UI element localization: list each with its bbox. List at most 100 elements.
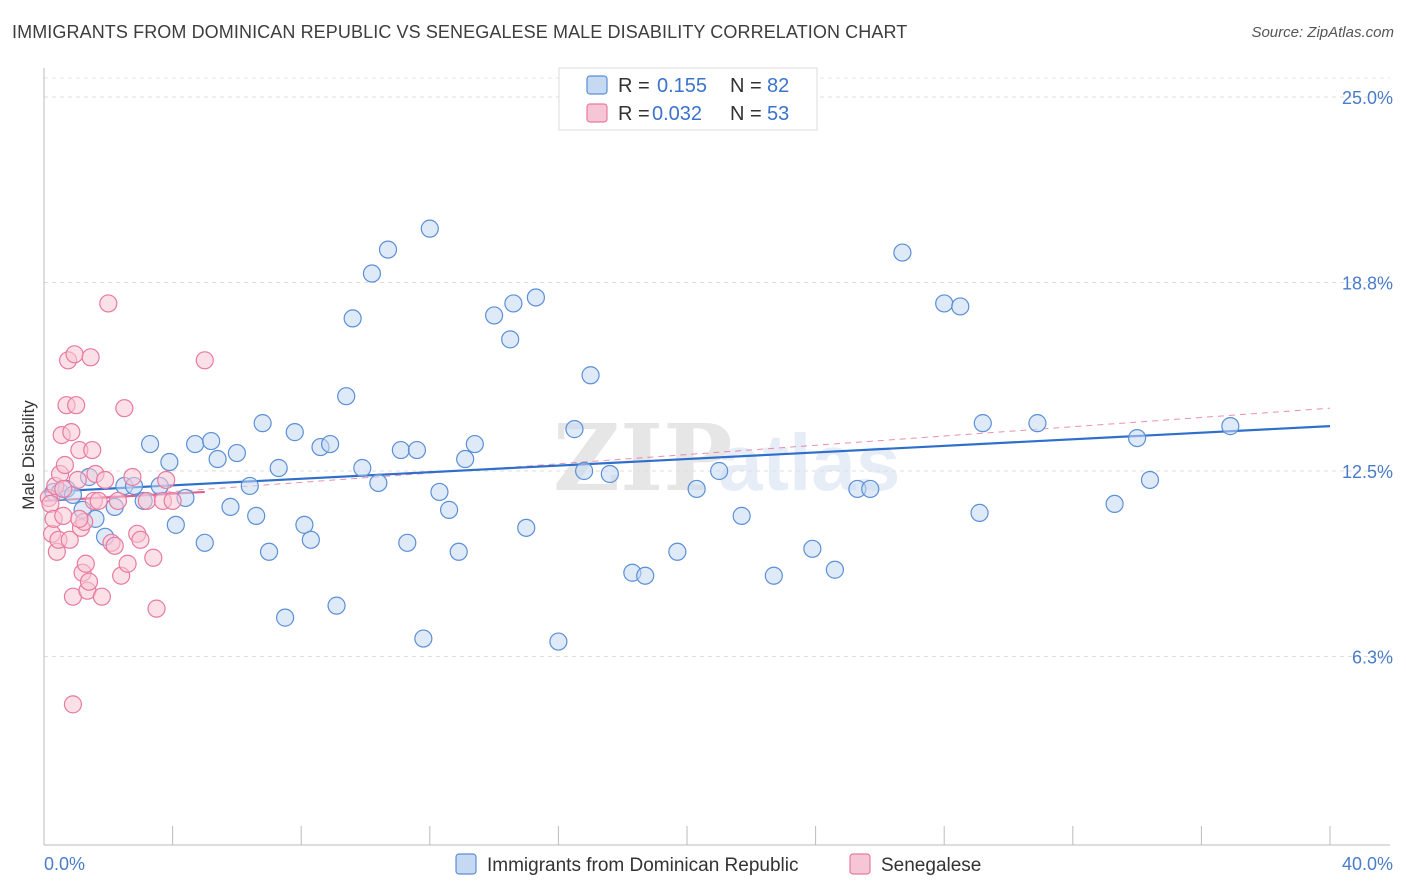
point-dominican-republic	[227, 443, 246, 463]
point-dominican-republic	[301, 530, 320, 549]
point-dominican-republic	[861, 479, 880, 499]
point-senegalese	[195, 351, 214, 370]
point-dominican-republic	[362, 264, 382, 283]
point-dominican-republic	[414, 629, 433, 648]
point-senegalese	[81, 348, 100, 367]
point-dominican-republic	[565, 420, 584, 439]
point-dominican-republic	[504, 294, 523, 313]
data-points	[39, 219, 1240, 714]
point-dominican-republic	[485, 306, 504, 325]
point-senegalese	[157, 470, 176, 490]
point-dominican-republic	[295, 515, 314, 534]
point-dominican-republic	[600, 464, 619, 484]
point-dominican-republic	[240, 476, 259, 496]
point-dominican-republic	[526, 288, 545, 307]
point-dominican-republic	[378, 240, 398, 259]
point-dominican-republic	[517, 518, 536, 537]
point-dominican-republic	[337, 387, 356, 406]
point-senegalese	[108, 491, 128, 511]
point-dominican-republic	[951, 297, 970, 316]
legend-n-label-1: N =	[730, 75, 762, 97]
point-senegalese	[70, 509, 89, 528]
point-senegalese	[123, 467, 142, 487]
point-dominican-republic	[1140, 470, 1160, 490]
point-dominican-republic	[732, 506, 751, 525]
correlation-legend: R = 0.155 N = 82 R = 0.032 N = 53	[558, 67, 818, 131]
point-dominican-republic	[668, 542, 687, 561]
point-senegalese	[144, 548, 163, 567]
x-tick-label-min: 0.0%	[44, 854, 85, 874]
point-dominican-republic	[202, 431, 221, 451]
point-dominican-republic	[160, 452, 179, 472]
point-dominican-republic	[398, 533, 417, 552]
point-dominican-republic	[420, 219, 439, 238]
legend-r-label-1: R =	[618, 75, 650, 97]
y-axis-label: Male Disability	[19, 400, 38, 510]
series-legend: Immigrants from Dominican Republic Seneg…	[455, 853, 981, 876]
point-dominican-republic	[1221, 417, 1240, 436]
source-label: Source: ZipAtlas.com	[1251, 24, 1394, 41]
legend-n-value-2: 53	[767, 103, 789, 125]
point-dominican-republic	[353, 458, 372, 478]
point-dominican-republic	[276, 608, 295, 627]
point-senegalese	[63, 695, 83, 714]
point-dominican-republic	[430, 482, 449, 502]
point-senegalese	[95, 470, 115, 490]
point-dominican-republic	[269, 458, 288, 478]
point-dominican-republic	[501, 330, 520, 349]
point-senegalese	[62, 423, 81, 442]
point-dominican-republic	[391, 440, 410, 460]
series-legend-label-2: Senegalese	[881, 855, 981, 876]
point-dominican-republic	[259, 542, 279, 561]
point-dominican-republic	[1127, 428, 1147, 448]
x-tick-label-max: 40.0%	[1342, 854, 1393, 874]
point-dominican-republic	[687, 479, 706, 499]
series-legend-swatch-pink	[849, 853, 871, 875]
y-tick-label: 12.5%	[1342, 462, 1393, 482]
point-senegalese	[79, 572, 99, 591]
point-dominican-republic	[407, 440, 427, 460]
point-dominican-republic	[439, 500, 459, 519]
point-senegalese	[115, 399, 134, 418]
point-dominican-republic	[221, 497, 240, 517]
tick-labels: 25.0% 18.8% 12.5% 6.3% 0.0% 40.0%	[44, 88, 1393, 874]
point-dominican-republic	[581, 366, 600, 385]
axes	[43, 68, 1390, 846]
point-dominican-republic	[253, 414, 272, 433]
point-senegalese	[54, 506, 73, 525]
legend-n-label-2: N =	[730, 103, 762, 125]
point-dominican-republic	[195, 533, 214, 552]
y-tick-label: 6.3%	[1352, 648, 1393, 668]
point-dominican-republic	[710, 461, 729, 481]
series-legend-label-1: Immigrants from Dominican Republic	[487, 855, 799, 876]
point-senegalese	[92, 587, 111, 606]
point-senegalese	[83, 440, 102, 460]
legend-r-value-1: 0.155	[657, 75, 707, 97]
point-dominican-republic	[935, 294, 954, 313]
y-tick-label: 18.8%	[1342, 274, 1393, 294]
point-dominican-republic	[973, 414, 992, 433]
point-dominican-republic	[208, 449, 227, 469]
point-dominican-republic	[970, 503, 989, 522]
point-dominican-republic	[186, 434, 205, 454]
point-senegalese	[76, 554, 95, 573]
point-dominican-republic	[321, 434, 340, 454]
trend-line-dominican-republic	[43, 425, 1331, 494]
point-senegalese	[67, 396, 86, 415]
point-senegalese	[68, 470, 87, 490]
point-dominican-republic	[456, 449, 475, 469]
point-senegalese	[55, 455, 74, 475]
point-senegalese	[105, 536, 124, 555]
legend-r-label-2: R =	[618, 103, 650, 125]
legend-n-value-1: 82	[767, 75, 789, 97]
point-dominican-republic	[893, 243, 912, 262]
point-senegalese	[147, 599, 166, 618]
legend-swatch-pink	[586, 103, 608, 123]
point-dominican-republic	[166, 515, 185, 534]
point-dominican-republic	[343, 309, 362, 328]
point-dominican-republic	[327, 596, 346, 615]
point-dominican-republic	[369, 473, 388, 493]
grid-lines	[44, 77, 1390, 658]
point-senegalese	[99, 294, 118, 313]
